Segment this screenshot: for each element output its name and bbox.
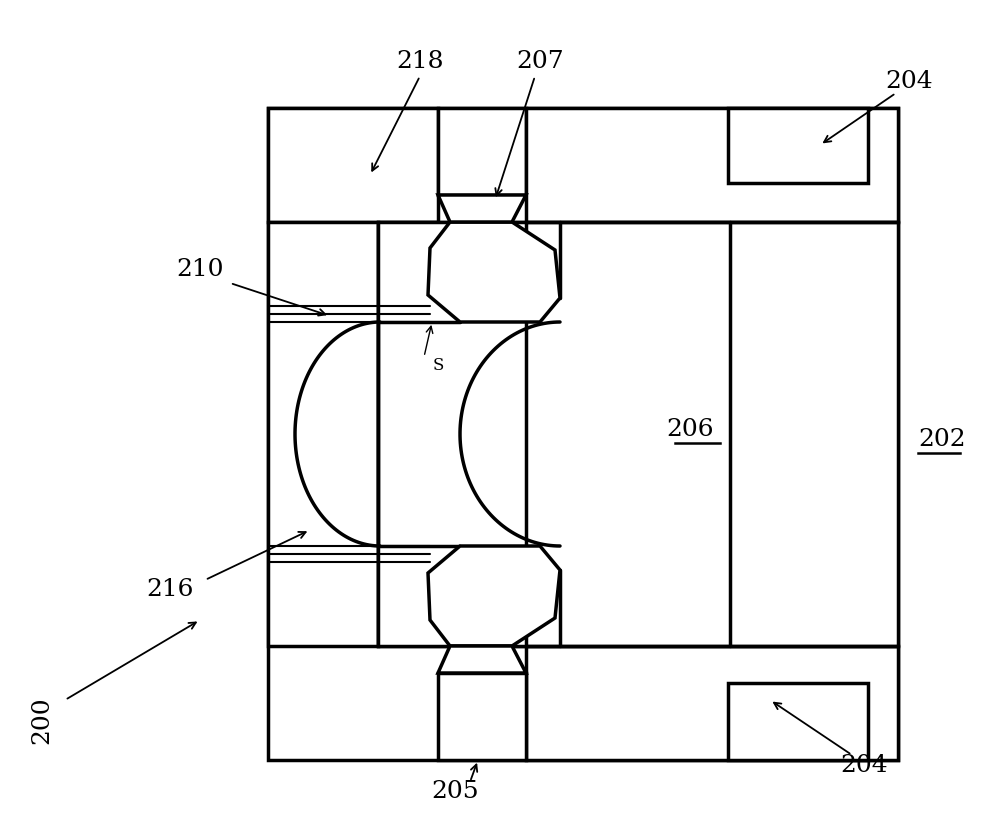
Text: 204: 204 — [840, 754, 888, 776]
Bar — [268, 108, 438, 222]
Text: 218: 218 — [396, 51, 444, 73]
Text: 216: 216 — [146, 578, 194, 602]
Text: 202: 202 — [918, 428, 966, 452]
Text: 206: 206 — [666, 418, 714, 442]
Bar — [268, 108, 898, 760]
Bar — [268, 222, 378, 646]
Polygon shape — [428, 546, 560, 646]
Bar — [378, 222, 898, 646]
Text: 200: 200 — [30, 696, 53, 744]
Bar — [526, 108, 898, 222]
Bar — [378, 222, 526, 646]
Bar — [728, 108, 868, 183]
Bar — [438, 673, 526, 760]
Text: 205: 205 — [431, 780, 479, 804]
Text: S: S — [432, 356, 444, 374]
Polygon shape — [438, 195, 526, 222]
Text: 210: 210 — [176, 259, 224, 281]
Bar — [438, 108, 526, 195]
Polygon shape — [438, 646, 526, 673]
Bar — [728, 683, 868, 760]
Bar — [526, 646, 898, 760]
Text: 204: 204 — [885, 71, 933, 93]
Polygon shape — [428, 222, 560, 322]
Text: 207: 207 — [516, 51, 564, 73]
